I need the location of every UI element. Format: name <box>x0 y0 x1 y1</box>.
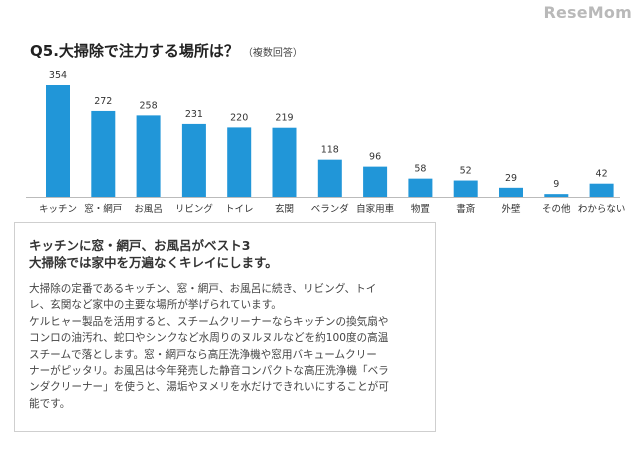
category-label: 物置 <box>411 203 430 215</box>
bar <box>453 180 478 197</box>
bar <box>317 159 342 197</box>
summary-body-line: 能です。 <box>29 397 71 410</box>
bar <box>227 127 252 197</box>
resemom-watermark: ReseMom <box>543 3 632 22</box>
summary-body-line: 大掃除の定番であるキッチン、窓・網戸、お風呂に続き、リビング、トイ <box>29 283 377 295</box>
category-label: ベランダ <box>311 203 350 215</box>
bar <box>363 166 388 197</box>
summary-body-line: コンロの油汚れ、蛇口やシンクなど水周りのヌルヌルなどを約100度の高温 <box>29 332 389 345</box>
bar-value-label: 29 <box>505 173 517 184</box>
category-label: 外壁 <box>501 203 521 215</box>
summary-box: キッチンに窓・網戸、お風呂がベスト3 大掃除では家中を万遍なくキレイにします。 … <box>14 222 436 432</box>
chart-subtitle: （複数回答） <box>242 48 303 59</box>
bar <box>91 110 116 197</box>
bar <box>181 123 206 197</box>
category-label: その他 <box>542 203 571 215</box>
bar-value-label: 219 <box>275 113 293 124</box>
category-label: 書斎 <box>456 203 476 215</box>
category-label: 玄関 <box>275 203 294 215</box>
bar-value-label: 96 <box>369 152 381 163</box>
category-label: リビング <box>175 203 214 215</box>
category-label: トイレ <box>225 204 254 215</box>
bar <box>136 115 161 197</box>
bar <box>408 178 433 197</box>
bar-value-label: 272 <box>94 96 112 107</box>
category-label: わからない <box>578 204 626 215</box>
bar-value-label: 220 <box>230 112 248 123</box>
bar-value-label: 231 <box>185 109 203 120</box>
bar <box>499 187 523 197</box>
category-label: キッチン <box>39 204 77 215</box>
summary-body-line: スチームで落とします。窓・網戸なら高圧洗浄機や窓用バキュームクリー <box>29 348 377 361</box>
bar-value-label: 42 <box>596 169 608 180</box>
bar-value-label: 354 <box>49 70 67 81</box>
bar <box>544 194 569 197</box>
summary-body-line: ンダクリーナー」を使うと、湯垢やヌメリを水だけできれいにすることが可 <box>29 381 389 394</box>
summary-body-line: レ、玄関など家中の主要な場所が挙げられています。 <box>29 299 282 312</box>
bar <box>272 127 297 197</box>
summary-body: 大掃除の定番であるキッチン、窓・網戸、お風呂に続き、リビング、トイ レ、玄関など… <box>29 281 427 412</box>
bar <box>589 183 614 197</box>
bar-value-label: 118 <box>321 145 339 156</box>
category-label: 自家用車 <box>356 203 395 215</box>
category-label: 窓・網戸 <box>84 203 122 215</box>
bar-value-label: 9 <box>553 179 559 190</box>
bar-value-label: 52 <box>460 166 472 177</box>
summary-body-line: ケルヒャー製品を活用すると、スチームクリーナーならキッチンの換気扇や <box>29 315 389 328</box>
summary-heading: キッチンに窓・網戸、お風呂がベスト3 大掃除では家中を万遍なくキレイにします。 <box>29 237 429 271</box>
summary-heading-line: キッチンに窓・網戸、お風呂がベスト3 <box>29 238 251 253</box>
summary-heading-line: 大掃除では家中を万遍なくキレイにします。 <box>29 255 278 270</box>
chart-title: Q5.大掃除で注力する場所は？ （複数回答） <box>30 40 303 61</box>
summary-body-line: ナーがピッタリ。お風呂は今年発売した静音コンパクトな高圧洗浄機「ベラ <box>29 365 389 378</box>
chart-title-text: Q5.大掃除で注力する場所は？ <box>30 42 239 60</box>
category-label: お風呂 <box>134 204 163 215</box>
bar-value-label: 258 <box>140 100 158 111</box>
bar <box>46 85 70 197</box>
bar-chart: 354 キッチン 272 窓・網戸 258 お風呂 231 リビング 220 トイレ 219 玄関 11… <box>26 70 626 215</box>
bar-value-label: 58 <box>414 164 426 175</box>
